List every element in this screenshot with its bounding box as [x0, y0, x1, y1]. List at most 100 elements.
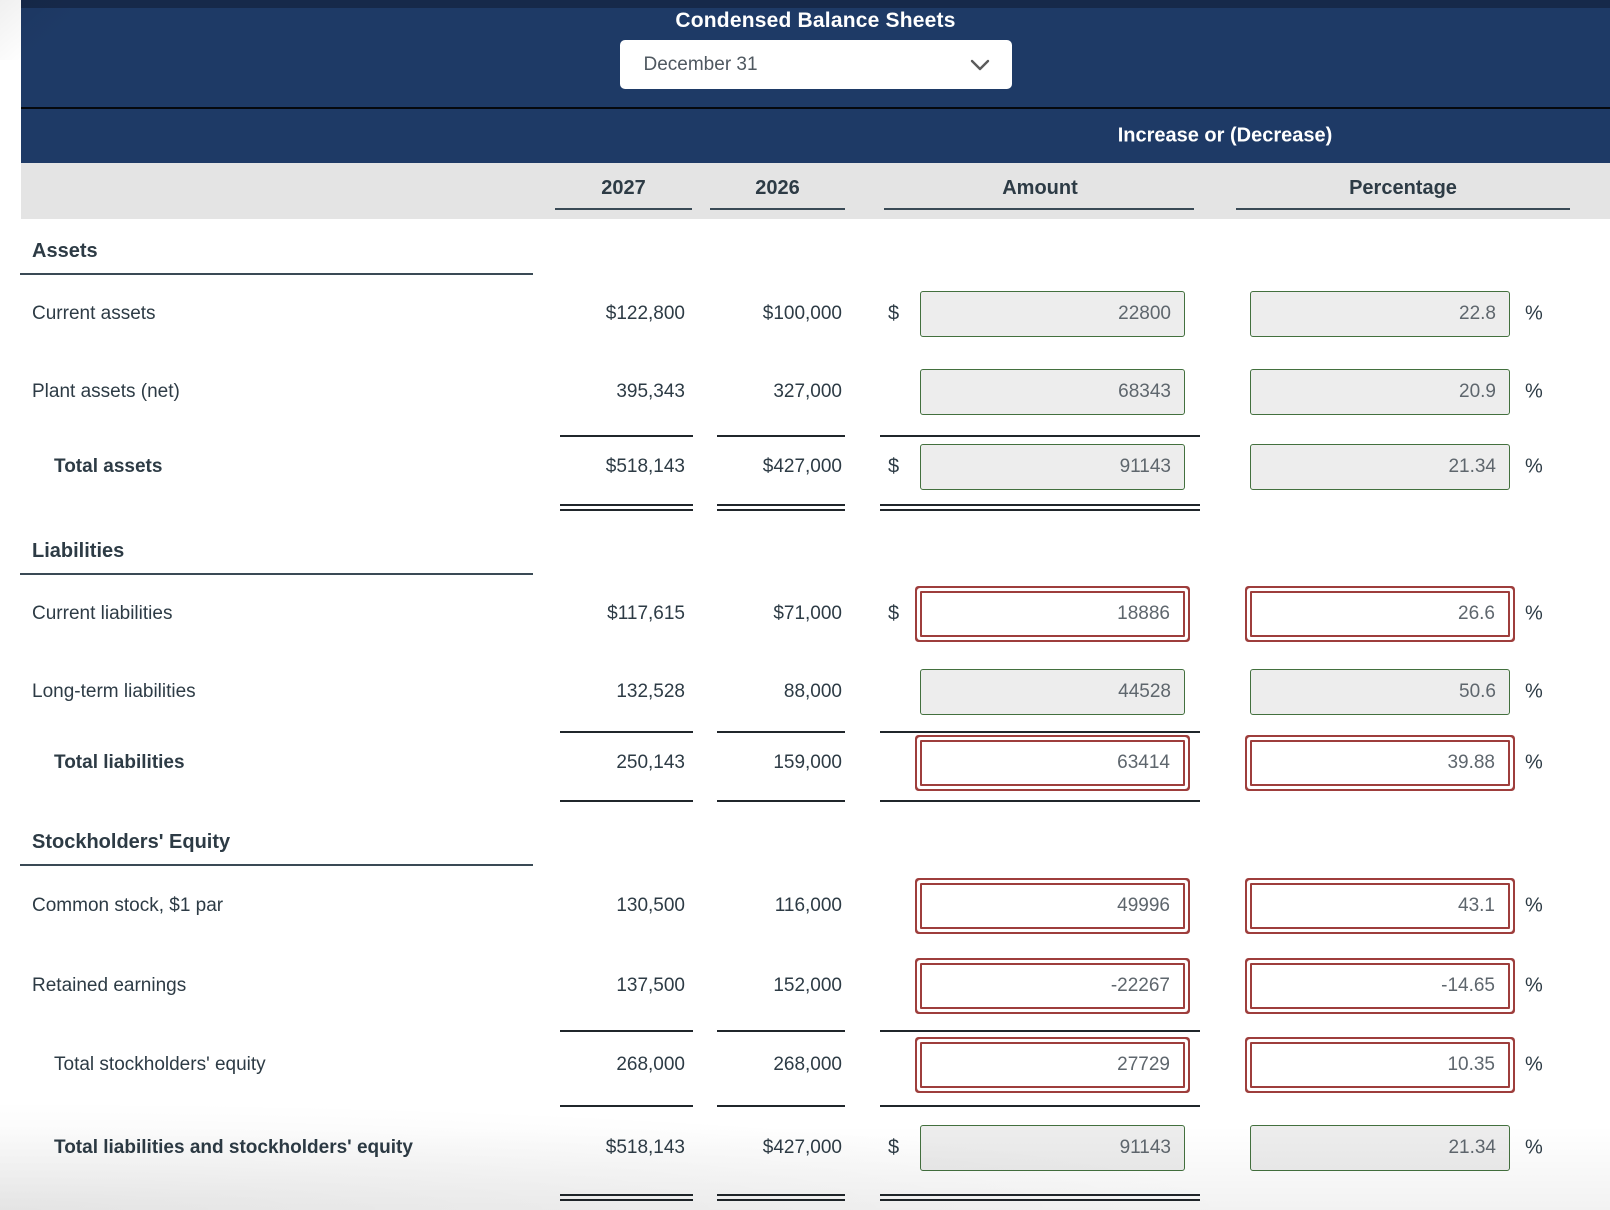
current-assets-percentage-input[interactable] — [1250, 291, 1510, 337]
value-2027: $122,800 — [605, 303, 685, 324]
common-stock-amount-input[interactable] — [920, 883, 1185, 929]
dollar-sign: $ — [888, 1136, 900, 1159]
value-2027: 130,500 — [616, 895, 685, 916]
section-assets: Assets — [20, 219, 1610, 275]
balance-sheet-table: Assets Current assets $122,800 $100,000 … — [20, 219, 1610, 1201]
row-current-assets: Current assets $122,800 $100,000 $ % — [21, 275, 1610, 353]
total-assets-amount-input[interactable] — [920, 444, 1185, 490]
row-total-liabilities-and-equity: Total liabilities and stockholders' equi… — [21, 1107, 1610, 1189]
percent-sign: % — [1525, 602, 1543, 625]
row-label: Total stockholders' equity — [54, 1054, 266, 1075]
value-2027: 268,000 — [616, 1054, 685, 1075]
band-divider — [21, 107, 1610, 109]
plant-assets-amount-input[interactable] — [920, 369, 1185, 415]
row-label: Retained earnings — [32, 975, 187, 996]
row-label: Common stock, $1 par — [32, 895, 224, 916]
percent-sign: % — [1525, 894, 1543, 917]
plant-assets-percentage-input[interactable] — [1250, 369, 1510, 415]
long-term-liabilities-amount-input[interactable] — [920, 669, 1185, 715]
column-header-band: 2027 2026 Amount Percentage — [21, 163, 1610, 219]
percent-sign: % — [1525, 974, 1543, 997]
value-2026: 327,000 — [773, 381, 842, 402]
percent-sign: % — [1525, 380, 1543, 403]
title-band: Condensed Balance Sheets December 31 — [21, 0, 1610, 107]
row-label: Total liabilities and stockholders' equi… — [54, 1137, 413, 1158]
column-underline — [1236, 208, 1570, 210]
subtotal-rule — [21, 1030, 1610, 1032]
current-liabilities-amount-input[interactable] — [920, 591, 1185, 637]
grand-total-rule — [21, 1194, 1610, 1201]
increase-decrease-band: Increase or (Decrease) — [21, 109, 1610, 163]
section-title: Assets — [32, 240, 98, 262]
row-long-term-liabilities: Long-term liabilities 132,528 88,000 % — [21, 653, 1610, 731]
value-2027: 250,143 — [616, 752, 685, 773]
percent-sign: % — [1525, 1053, 1543, 1076]
value-2026: $71,000 — [773, 603, 842, 624]
column-underline — [555, 208, 692, 210]
current-liabilities-percentage-input[interactable] — [1250, 591, 1510, 637]
row-label: Current liabilities — [32, 603, 173, 624]
section-underline — [20, 864, 533, 866]
section-title: Stockholders' Equity — [32, 831, 231, 853]
percent-sign: % — [1525, 1136, 1543, 1159]
increase-decrease-label: Increase or (Decrease) — [1117, 124, 1333, 147]
column-underline — [884, 208, 1194, 210]
retained-earnings-percentage-input[interactable] — [1250, 963, 1510, 1009]
column-header-percentage: Percentage — [1236, 163, 1570, 219]
percent-sign: % — [1525, 302, 1543, 325]
row-plant-assets: Plant assets (net) 395,343 327,000 % — [21, 353, 1610, 431]
common-stock-percentage-input[interactable] — [1250, 883, 1510, 929]
total-liabilities-and-equity-amount-input[interactable] — [920, 1125, 1185, 1171]
dollar-sign: $ — [888, 455, 900, 478]
total-stockholders-equity-percentage-input[interactable] — [1250, 1042, 1510, 1088]
section-title: Liabilities — [32, 540, 125, 562]
dollar-sign: $ — [888, 602, 900, 625]
section-equity: Stockholders' Equity — [20, 810, 1610, 866]
subtotal-rule — [21, 435, 1610, 437]
value-2027: 395,343 — [616, 381, 685, 402]
row-label: Long-term liabilities — [32, 681, 196, 702]
value-2027: $117,615 — [607, 603, 685, 624]
row-label: Current assets — [32, 303, 156, 324]
long-term-liabilities-percentage-input[interactable] — [1250, 669, 1510, 715]
total-assets-percentage-input[interactable] — [1250, 444, 1510, 490]
grand-total-rule — [21, 504, 1610, 511]
row-label: Plant assets (net) — [32, 381, 180, 402]
chevron-down-icon — [970, 59, 990, 71]
row-total-liabilities: Total liabilities 250,143 159,000 % — [21, 733, 1610, 793]
total-liabilities-percentage-input[interactable] — [1250, 740, 1510, 786]
value-2026: 268,000 — [773, 1054, 842, 1075]
value-2026: 88,000 — [783, 681, 842, 702]
total-stockholders-equity-amount-input[interactable] — [920, 1042, 1185, 1088]
subtotal-rule — [21, 731, 1610, 733]
value-2026: $100,000 — [762, 303, 842, 324]
total-liabilities-and-equity-percentage-input[interactable] — [1250, 1125, 1510, 1171]
percent-sign: % — [1525, 680, 1543, 703]
subtotal-rule — [21, 800, 1610, 802]
column-header-2027: 2027 — [555, 163, 692, 219]
row-common-stock: Common stock, $1 par 130,500 116,000 % — [21, 866, 1610, 946]
column-header-2026: 2026 — [710, 163, 845, 219]
date-select[interactable]: December 31 — [619, 40, 1012, 89]
current-assets-amount-input[interactable] — [920, 291, 1185, 337]
row-label: Total assets — [54, 456, 163, 477]
column-header-amount: Amount — [880, 163, 1200, 219]
total-liabilities-amount-input[interactable] — [920, 740, 1185, 786]
value-2027: $518,143 — [605, 456, 685, 477]
page-title: Condensed Balance Sheets — [675, 9, 956, 32]
percent-sign: % — [1525, 455, 1543, 478]
date-select-value: December 31 — [643, 53, 758, 75]
value-2026: 159,000 — [773, 752, 842, 773]
value-2026: $427,000 — [762, 1137, 842, 1158]
retained-earnings-amount-input[interactable] — [920, 963, 1185, 1009]
row-total-stockholders-equity: Total stockholders' equity 268,000 268,0… — [21, 1032, 1610, 1098]
value-2027: $518,143 — [605, 1137, 685, 1158]
row-total-assets: Total assets $518,143 $427,000 $ % — [21, 437, 1610, 497]
value-2026: 116,000 — [774, 895, 842, 916]
percent-sign: % — [1525, 751, 1543, 774]
row-label: Total liabilities — [54, 752, 185, 773]
row-current-liabilities: Current liabilities $117,615 $71,000 $ % — [21, 575, 1610, 653]
subtotal-rule — [21, 1105, 1610, 1107]
value-2027: 132,528 — [616, 681, 685, 702]
